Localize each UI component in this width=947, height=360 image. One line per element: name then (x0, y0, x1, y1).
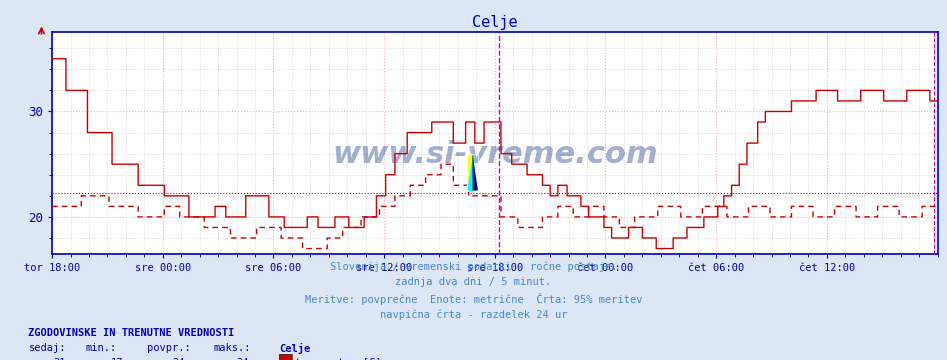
Text: ZGODOVINSKE IN TRENUTNE VREDNOSTI: ZGODOVINSKE IN TRENUTNE VREDNOSTI (28, 328, 235, 338)
Text: Slovenija / vremenski podatki - ročne postaje.: Slovenija / vremenski podatki - ročne po… (330, 261, 617, 271)
Text: povpr.:: povpr.: (147, 343, 190, 353)
Text: 31: 31 (54, 358, 66, 360)
Polygon shape (467, 154, 473, 190)
Text: min.:: min.: (85, 343, 116, 353)
Bar (467, 154, 478, 190)
Text: Celje: Celje (279, 343, 311, 354)
Text: sedaj:: sedaj: (28, 343, 66, 353)
Text: Meritve: povprečne  Enote: metrične  Črta: 95% meritev: Meritve: povprečne Enote: metrične Črta:… (305, 293, 642, 305)
Polygon shape (473, 154, 478, 190)
Title: Celje: Celje (472, 15, 518, 30)
Text: maks.:: maks.: (213, 343, 251, 353)
Polygon shape (467, 154, 473, 190)
Text: 24: 24 (172, 358, 185, 360)
Text: temperatura[C]: temperatura[C] (295, 358, 382, 360)
Text: 34: 34 (237, 358, 249, 360)
Text: 17: 17 (111, 358, 123, 360)
Text: navpična črta - razdelek 24 ur: navpična črta - razdelek 24 ur (380, 310, 567, 320)
Text: www.si-vreme.com: www.si-vreme.com (332, 140, 657, 169)
Text: zadnja dva dni / 5 minut.: zadnja dva dni / 5 minut. (396, 277, 551, 287)
